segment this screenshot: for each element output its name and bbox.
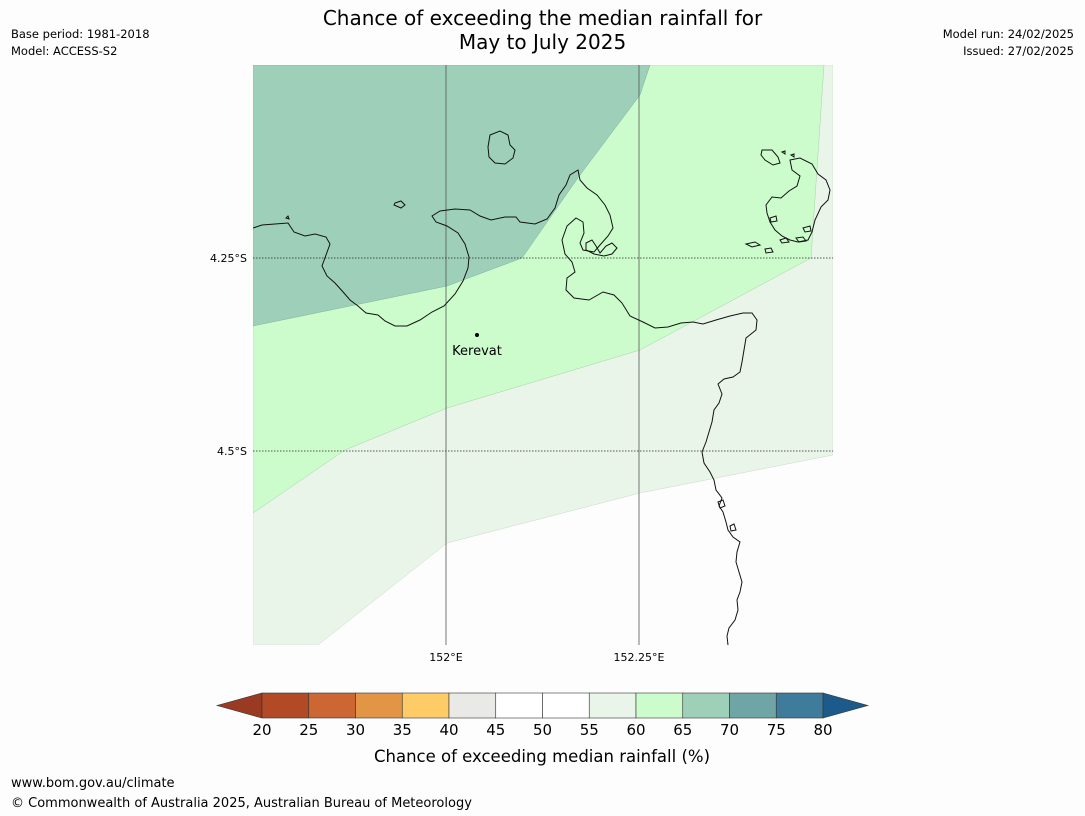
issued-date: Issued: 27/02/2025 [963, 44, 1074, 58]
footer-url[interactable]: www.bom.gov.au/climate [11, 776, 175, 791]
colorbar-extend-low [215, 692, 263, 719]
base-period: Base period: 1981-2018 [11, 27, 150, 41]
kerevat-marker [475, 333, 479, 337]
colorbar-cell [495, 692, 543, 719]
colorbar-cell [401, 692, 450, 719]
title-line-2: May to July 2025 [458, 30, 627, 54]
colorbar-cell [355, 692, 403, 719]
colorbar-tick-label: 50 [533, 721, 552, 739]
model-name: Model: ACCESS-S2 [11, 44, 118, 58]
footer: www.bom.gov.au/climate © Commonwealth of… [11, 774, 472, 814]
model-info: Base period: 1981-2018 Model: ACCESS-S2 [11, 26, 150, 60]
lat-label-4-5: 4.5°S [217, 445, 247, 458]
footer-copyright: © Commonwealth of Australia 2025, Austra… [11, 796, 472, 811]
title-line-1: Chance of exceeding the median rainfall … [322, 6, 763, 30]
lat-label-4-25: 4.25°S [210, 252, 247, 265]
map-area[interactable]: Kerevat [253, 65, 833, 645]
colorbar: 20 25 30 35 40 45 50 55 60 65 70 75 80 Chance of exc… [215, 692, 870, 766]
colorbar-cells [215, 692, 870, 719]
run-info: Model run: 24/02/2025 Issued: 27/02/2025 [943, 26, 1074, 60]
lon-label-152: 152°E [429, 651, 462, 664]
colorbar-tick-label: 70 [720, 721, 739, 739]
colorbar-tick-label: 35 [393, 721, 412, 739]
colorbar-label: Chance of exceeding median rainfall (%) [374, 747, 710, 766]
colorbar-tick-label: 30 [346, 721, 365, 739]
lon-label-152-25: 152.25°E [614, 651, 665, 664]
colorbar-cell [635, 692, 684, 719]
chart-title: Chance of exceeding the median rainfall … [0, 6, 1085, 54]
colorbar-cell [261, 692, 310, 719]
colorbar-cell [588, 692, 637, 719]
place-label-kerevat: Kerevat [452, 344, 502, 359]
colorbar-tick-label: 75 [767, 721, 786, 739]
coastline [253, 130, 831, 645]
colorbar-tick-label: 40 [439, 721, 458, 739]
colorbar-cell [729, 692, 777, 719]
colorbar-extend-high [822, 692, 870, 719]
colorbar-cell [775, 692, 824, 719]
colorbar-cell [308, 692, 356, 719]
colorbar-tick-label: 55 [580, 721, 599, 739]
colorbar-tick-label: 20 [252, 721, 271, 739]
zone-65-70 [253, 65, 651, 327]
colorbar-tick-label: 60 [626, 721, 645, 739]
colorbar-cell [448, 692, 497, 719]
colorbar-cell [542, 692, 590, 719]
colorbar-tick-label: 80 [813, 721, 832, 739]
model-run: Model run: 24/02/2025 [942, 27, 1074, 41]
colorbar-tick-label: 45 [486, 721, 505, 739]
colorbar-cell [682, 692, 730, 719]
graticule [253, 65, 833, 645]
colorbar-ticks: 20 25 30 35 40 45 50 55 60 65 70 75 80 [252, 721, 832, 739]
axis-labels: 4.25°S 4.5°S 152°E 152.25°E [210, 252, 664, 664]
colorbar-tick-label: 25 [299, 721, 318, 739]
colorbar-tick-label: 65 [673, 721, 692, 739]
